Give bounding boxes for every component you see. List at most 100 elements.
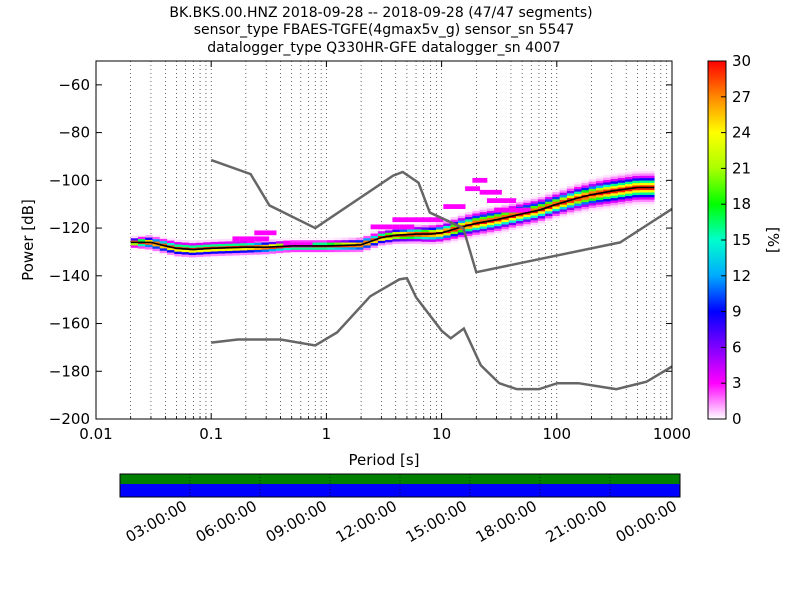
psd-cell (203, 239, 212, 243)
psd-cell (196, 244, 204, 248)
psd-cell (617, 206, 626, 210)
psd-cell (188, 254, 197, 258)
psd-cell (188, 257, 197, 260)
y-tick-label: −180 (49, 362, 90, 380)
psd-cell (581, 211, 590, 215)
psd-outlier-cell (399, 224, 408, 230)
psd-cell (363, 249, 372, 253)
psd-cell (574, 186, 582, 190)
psd-cell (312, 247, 321, 250)
psd-cell (552, 211, 561, 214)
psd-cell (588, 181, 597, 185)
psd-cell (494, 223, 502, 227)
psd-cell (581, 182, 590, 186)
psd-cell (334, 251, 342, 255)
psd-cell (632, 178, 641, 181)
psd-cell (225, 241, 233, 244)
psd-cell (443, 225, 451, 229)
psd-cell (436, 224, 444, 228)
psd-cell (363, 245, 372, 248)
psd-cell (610, 178, 619, 182)
psd-cell (494, 211, 502, 215)
psd-cell (210, 241, 219, 245)
psd-outlier-cell (406, 217, 415, 223)
psd-cell (167, 242, 175, 246)
psd-outlier-cell (450, 204, 459, 209)
psd-outlier-cell (254, 230, 262, 236)
psd-cell (595, 197, 604, 200)
psd-cell (152, 241, 161, 244)
psd-cell (537, 213, 546, 217)
psd-outlier-cell (479, 189, 488, 195)
psd-cell (472, 225, 481, 228)
psd-cell (319, 249, 328, 253)
psd-cell (297, 251, 306, 255)
psd-cell (625, 186, 633, 189)
psd-cell (472, 208, 481, 212)
psd-cell (363, 242, 372, 246)
colorbar-tick-label: 6 (732, 338, 742, 356)
psd-cell (610, 193, 619, 196)
psd-cell (625, 193, 633, 197)
psd-cell (472, 234, 481, 238)
psd-cell (356, 244, 364, 248)
psd-cell (414, 241, 422, 244)
psd-cell (566, 183, 575, 187)
psd-cell (268, 244, 277, 247)
psd-cell (516, 223, 524, 226)
psd-cell (421, 229, 430, 233)
y-tick-label: −160 (49, 315, 90, 333)
psd-cell (428, 241, 437, 245)
psd-cell (232, 252, 241, 256)
psd-cell (479, 216, 488, 220)
psd-cell (341, 247, 350, 250)
psd-cell (588, 195, 597, 199)
psd-cell (137, 236, 146, 240)
psd-cell (225, 255, 233, 259)
psd-cell (130, 238, 139, 241)
psd-cell (152, 243, 161, 247)
psd-cell (225, 248, 233, 251)
psd-cell (508, 213, 517, 216)
psd-cell (566, 197, 575, 201)
psd-cell (428, 239, 437, 242)
psd-cell (581, 204, 590, 207)
psd-mode-line (130, 186, 655, 251)
psd-cell (494, 204, 502, 208)
psd-cell (392, 243, 401, 247)
psd-cell (341, 237, 350, 241)
psd-cell (537, 206, 546, 209)
psd-cell (159, 236, 168, 239)
psd-cell (428, 222, 437, 226)
psd-cell (574, 191, 582, 195)
psd-cell (617, 189, 626, 193)
psd-cell (167, 252, 175, 255)
psd-cell (254, 249, 262, 253)
psd-cell (326, 239, 335, 243)
psd-cell (385, 239, 393, 243)
psd-cell (646, 185, 655, 188)
timeline-tick-label: 12:00:00 (333, 497, 400, 546)
timeline-tick-label: 00:00:00 (613, 497, 680, 546)
psd-outlier-cell (305, 242, 313, 248)
psd-cell (646, 170, 655, 174)
psd-cell (196, 254, 204, 258)
psd-cell (174, 251, 182, 255)
psd-cell (574, 205, 582, 209)
psd-cell (450, 236, 459, 239)
colorbar-tick-label: 9 (732, 303, 742, 321)
psd-cell (501, 205, 510, 208)
psd-cell (370, 240, 379, 244)
psd-cell (363, 238, 372, 241)
psd-cell (326, 242, 335, 245)
psd-cell (523, 202, 531, 206)
y-tick-label: −140 (49, 267, 90, 285)
psd-cell (159, 250, 168, 254)
noise-model-high-line (210, 158, 673, 274)
psd-outlier-cell (486, 198, 495, 204)
timeline-tick-label: 09:00:00 (263, 497, 330, 546)
psd-cell (457, 229, 466, 233)
psd-cell (137, 246, 146, 249)
psd-outlier-cell (268, 230, 277, 236)
psd-cell (617, 201, 626, 205)
